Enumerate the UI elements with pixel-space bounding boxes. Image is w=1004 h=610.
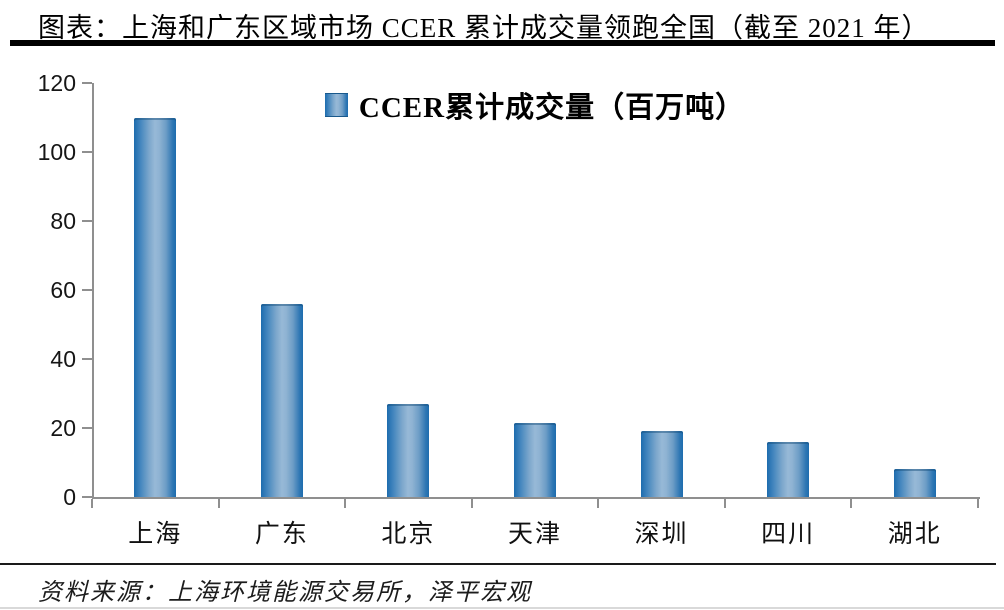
x-axis-tick <box>977 499 979 508</box>
bar-天津 <box>514 422 556 497</box>
x-axis-line <box>92 497 980 499</box>
bar-上海 <box>134 117 177 497</box>
y-axis-tick <box>82 220 92 222</box>
x-axis-label: 四川 <box>761 521 816 548</box>
y-axis-line <box>92 83 94 499</box>
x-axis-label: 北京 <box>381 521 436 548</box>
y-axis-label: 20 <box>50 415 76 441</box>
x-axis-tick <box>217 499 220 508</box>
page-bottom-rule <box>0 607 1004 609</box>
y-axis-label: 60 <box>50 277 76 303</box>
plot-area: 0 20 40 60 80 100 120 上海 广东 北京 天津 深圳 四川 湖北 <box>38 70 980 548</box>
ccer-bar-chart: CCER累计成交量（百万吨） 0 20 40 60 80 100 120 上海 广东 北京 天津 深圳… <box>0 60 1004 560</box>
x-axis-tick <box>344 499 347 508</box>
bar-广东 <box>260 303 303 497</box>
y-axis-label: 80 <box>50 208 76 234</box>
x-axis-label: 深圳 <box>634 521 689 548</box>
y-axis-label: 0 <box>63 484 76 510</box>
y-axis-tick <box>82 427 92 429</box>
x-axis-tick <box>723 499 726 508</box>
y-axis-label: 40 <box>50 346 76 372</box>
x-axis-label: 天津 <box>507 521 562 548</box>
y-axis-label: 100 <box>37 139 76 165</box>
x-axis-label: 广东 <box>254 521 309 548</box>
source-divider-rule <box>0 563 996 565</box>
x-axis-label: 湖北 <box>887 521 942 548</box>
legend-label: CCER累计成交量（百万吨） <box>358 92 746 124</box>
x-axis-tick <box>91 499 93 508</box>
chart-legend: CCER累计成交量（百万吨） <box>92 84 978 126</box>
x-axis-label: 上海 <box>128 521 183 548</box>
x-axis-tick <box>597 499 600 508</box>
y-axis-tick <box>82 496 92 498</box>
bar-北京 <box>387 403 430 497</box>
y-axis-tick <box>82 151 92 153</box>
page-title: 图表：上海和广东区域市场 CCER 累计成交量领跑全国（截至 2021 年） <box>38 13 930 43</box>
y-axis-tick <box>82 82 92 84</box>
bar-四川 <box>767 441 810 497</box>
source-note: 资料来源：上海环境能源交易所，泽平宏观 <box>38 580 532 606</box>
title-divider-rule <box>10 40 995 46</box>
y-axis-tick <box>82 289 92 291</box>
x-axis-tick <box>850 499 853 508</box>
y-axis-tick <box>82 358 92 360</box>
x-axis-tick <box>470 499 473 508</box>
bar-湖北 <box>893 469 936 497</box>
y-axis-label: 120 <box>37 70 76 96</box>
bar-深圳 <box>640 431 683 497</box>
legend-swatch-icon <box>324 93 348 117</box>
